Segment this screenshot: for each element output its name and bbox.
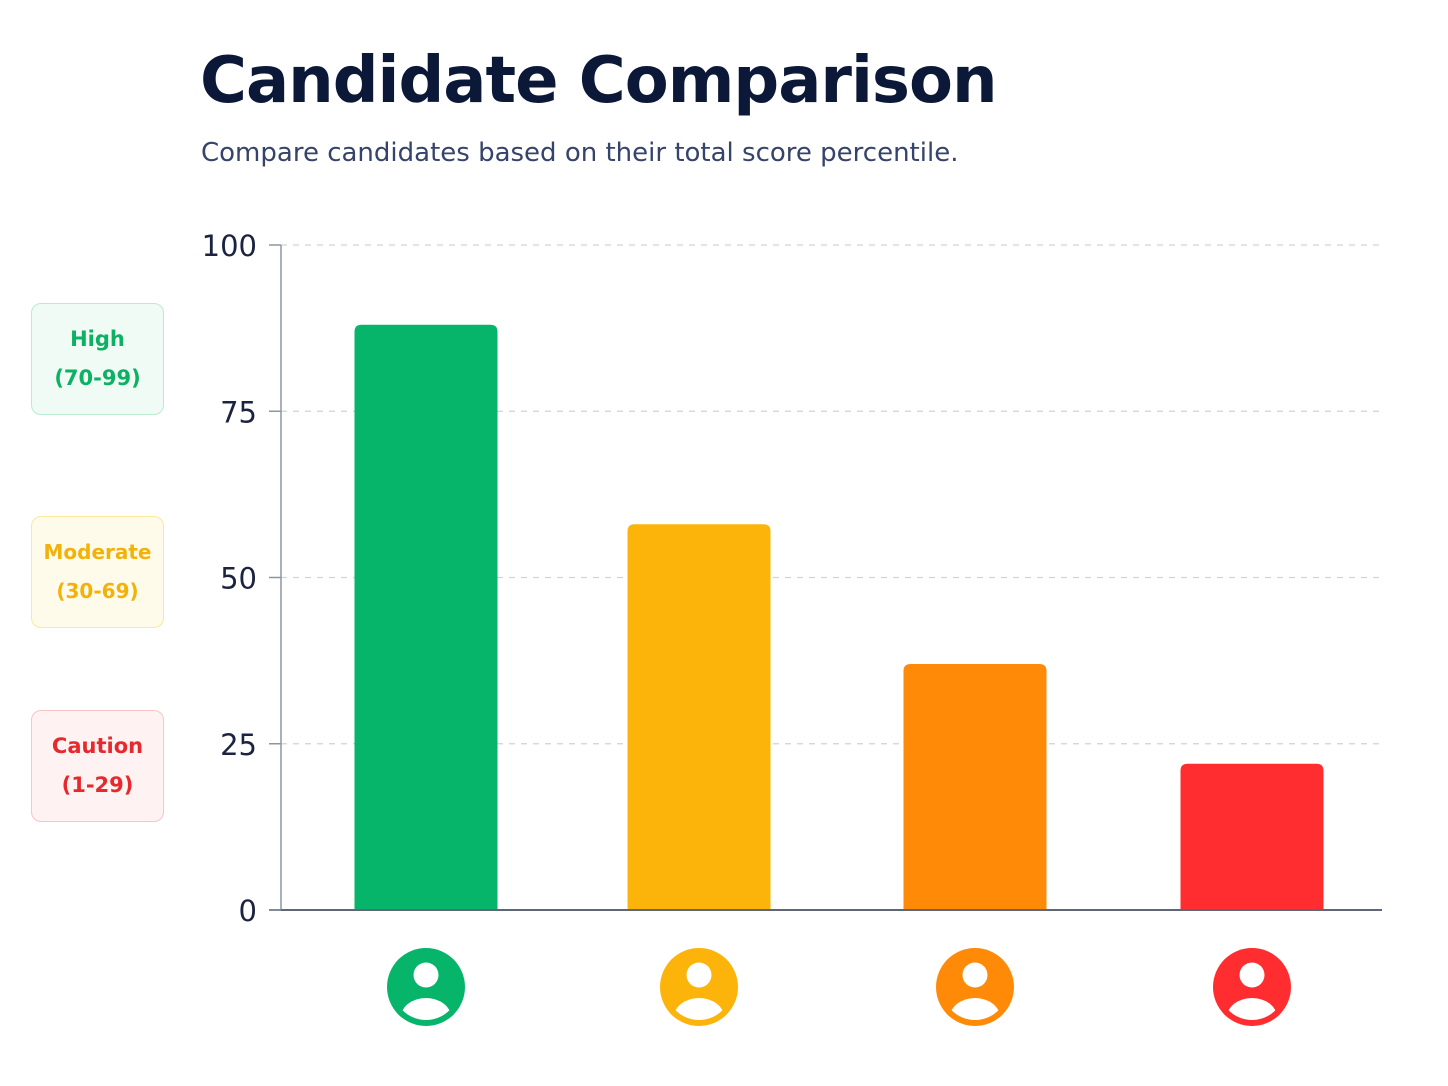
bar-candidate-3 (903, 663, 1047, 910)
legend-high: High (70-99) (31, 303, 164, 415)
user-avatar-icon (387, 948, 465, 1026)
candidate-avatars (387, 948, 1291, 1026)
y-tick-label: 50 (220, 562, 257, 596)
y-tick-label: 25 (220, 728, 257, 762)
user-avatar-icon (660, 948, 738, 1026)
chart-bars (354, 324, 1324, 910)
user-avatar-icon (936, 948, 1014, 1026)
y-tick-label: 0 (239, 894, 257, 928)
chart-title: Candidate Comparison (200, 44, 997, 118)
legend-high-label: High (70, 327, 125, 351)
chart-subtitle: Compare candidates based on their total … (201, 138, 959, 168)
legend-caution-label: Caution (51, 734, 144, 758)
legend-caution-range: (1-29) (61, 773, 134, 797)
y-tick-label: 100 (202, 229, 257, 263)
y-axis-ticks: 0 25 50 75 100 (202, 229, 281, 928)
legend-high-range: (70-99) (54, 366, 141, 390)
legend-moderate-label: Moderate (43, 540, 152, 564)
legend-moderate: Moderate (30-69) (31, 516, 164, 628)
legend-caution: Caution (1-29) (31, 710, 164, 822)
bar-candidate-1 (354, 324, 498, 910)
y-tick-label: 75 (220, 395, 257, 429)
user-avatar-icon (1213, 948, 1291, 1026)
legend-moderate-range: (30-69) (56, 579, 139, 603)
bar-candidate-4 (1180, 763, 1324, 910)
bar-candidate-2 (627, 524, 771, 910)
